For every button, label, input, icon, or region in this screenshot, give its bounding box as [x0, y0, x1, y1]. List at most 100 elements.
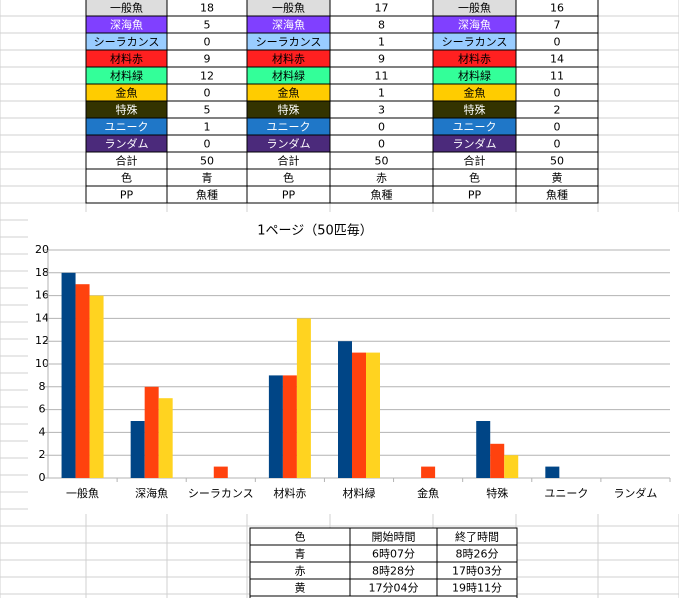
cell-text: 50 — [375, 155, 389, 168]
cell-text: 材料赤 — [458, 52, 491, 66]
x-tick-label: 材料緑 — [343, 486, 376, 500]
cell-text: 深海魚 — [110, 18, 143, 32]
cell-text: 黄 — [552, 171, 563, 185]
cell-text: 0 — [554, 87, 561, 100]
cell-text: 50 — [200, 155, 214, 168]
cell-text: PP — [468, 189, 482, 202]
cell-text: 青 — [202, 172, 213, 185]
x-tick-label: 深海魚 — [135, 486, 168, 500]
cell-text: 12 — [200, 70, 214, 83]
x-tick-label: 材料赤 — [273, 486, 306, 500]
cell-text: 11 — [550, 70, 564, 83]
cell-text: 魚種 — [196, 188, 218, 202]
cell-text: 14 — [550, 53, 564, 66]
cell-text: 3 — [378, 104, 385, 117]
cell-text: 深海魚 — [458, 18, 491, 32]
bar — [338, 341, 352, 478]
cell-text: 一般魚 — [272, 2, 305, 15]
x-tick-label: シーラカンス — [188, 487, 254, 500]
cell-text: 0 — [204, 36, 211, 49]
bar — [352, 352, 366, 478]
cell-text: 5 — [204, 19, 211, 32]
cell-text: 11 — [375, 70, 389, 83]
table-cell — [515, 185, 599, 204]
cell-text: 19時11分 — [452, 582, 502, 595]
y-tick-label: 18 — [35, 266, 49, 279]
cell-text: 一般魚 — [110, 2, 143, 15]
cell-text: 合計 — [116, 154, 138, 168]
cell-text: 材料赤 — [110, 52, 143, 66]
cell-text: 0 — [554, 36, 561, 49]
cell-text: シーラカンス — [442, 36, 508, 49]
cell-text: 8時28分 — [372, 565, 415, 578]
cell-text: 色 — [283, 171, 294, 185]
cell-text: シーラカンス — [256, 36, 322, 49]
cell-text: 金魚 — [116, 86, 138, 100]
y-tick-label: 4 — [39, 425, 46, 438]
x-tick-label: 一般魚 — [66, 487, 99, 500]
x-tick-label: 特殊 — [486, 486, 508, 500]
x-tick-label: ランダム — [613, 486, 657, 500]
bar — [490, 443, 505, 478]
y-tick-label: 0 — [39, 471, 46, 484]
cell-text: 9 — [204, 53, 211, 66]
cell-text: 0 — [378, 121, 385, 134]
bar — [158, 398, 173, 478]
cell-text: 色 — [469, 171, 480, 185]
cell-text: 合計 — [278, 154, 300, 168]
cell-text: 9 — [378, 53, 385, 66]
y-tick-label: 2 — [39, 448, 46, 461]
cell-text: PP — [282, 189, 296, 202]
cell-text: 合計 — [464, 154, 486, 168]
y-tick-label: 12 — [35, 334, 49, 347]
cell-text: 1 — [378, 36, 385, 49]
cell-text: PP — [120, 189, 134, 202]
cell-text: 6時07分 — [372, 548, 415, 561]
cell-text: 1 — [204, 121, 211, 134]
cell-text: 8 — [378, 19, 385, 32]
bar — [268, 375, 283, 478]
bar — [144, 386, 159, 478]
chart-title: 1ページ（50匹毎） — [257, 223, 373, 239]
cell-text: 1 — [378, 87, 385, 100]
bar — [545, 466, 560, 478]
cell-text: 18 — [200, 2, 214, 15]
bar — [421, 466, 436, 478]
cell-text: ランダム — [267, 137, 311, 151]
bar — [89, 295, 104, 478]
cell-text: 8時26分 — [456, 548, 499, 561]
cell-text: 金魚 — [278, 86, 300, 100]
y-tick-label: 16 — [35, 289, 49, 302]
cell-text: 色 — [121, 171, 132, 185]
cell-text: ランダム — [105, 137, 149, 151]
cell-text: 2 — [554, 104, 561, 117]
cell-text: 金魚 — [464, 86, 486, 100]
cell-text: 開始時間 — [372, 530, 416, 544]
cell-text: 色 — [295, 530, 306, 544]
cell-text: 青 — [295, 548, 306, 561]
cell-text: 0 — [554, 121, 561, 134]
cell-text: 赤 — [295, 565, 306, 578]
cell-text: ユニーク — [105, 121, 149, 134]
cell-text: 17時03分 — [452, 565, 502, 578]
cell-text: 5 — [204, 104, 211, 117]
bar — [282, 375, 297, 478]
x-tick-label: ユニーク — [544, 487, 588, 500]
cell-text: 0 — [204, 87, 211, 100]
cell-text: 0 — [378, 138, 385, 151]
y-tick-label: 20 — [35, 243, 49, 256]
cell-text: ユニーク — [453, 121, 497, 134]
cell-text: 0 — [204, 138, 211, 151]
table-cell — [249, 595, 518, 598]
cell-text: 魚種 — [371, 188, 393, 202]
bar — [130, 421, 145, 478]
cell-text: 魚種 — [546, 188, 568, 202]
cell-text: ユニーク — [267, 121, 311, 134]
cell-text: 17 — [375, 2, 389, 15]
bar — [75, 284, 90, 478]
cell-text: 一般魚 — [458, 2, 491, 15]
cell-text: 16 — [550, 2, 564, 15]
cell-text: 特殊 — [116, 103, 138, 117]
cell-text: 材料緑 — [110, 69, 143, 83]
